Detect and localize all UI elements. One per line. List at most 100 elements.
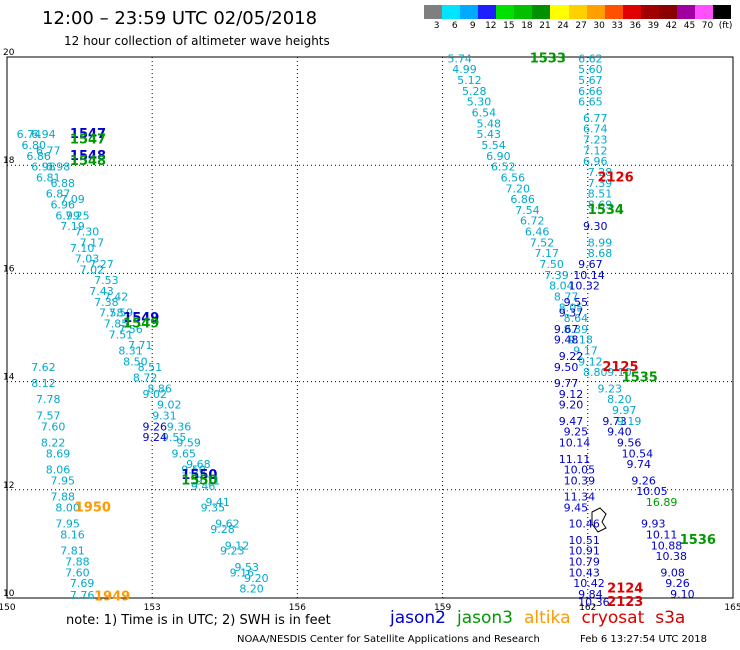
footnote: note: 1) Time is in UTC; 2) SWH is in fe…	[66, 613, 331, 628]
credit-text: NOAA/NESDIS Center for Satellite Applica…	[237, 634, 540, 645]
data-point-label: 7.20	[506, 182, 531, 195]
data-point-label: 4.99	[452, 63, 477, 76]
data-point-label: 7.58	[99, 307, 124, 320]
island-outline	[591, 507, 607, 533]
data-point-label: 9.46	[191, 480, 216, 493]
data-point-label: 6.96	[583, 155, 608, 168]
data-point-label: 6.88	[51, 177, 75, 190]
data-point-label: 5.74	[447, 52, 472, 65]
data-point-label: 7.51	[109, 328, 134, 341]
data-point-label: 10.79	[568, 556, 600, 569]
data-point-label: 7.42	[104, 290, 129, 303]
pass-time-label: 1548	[70, 154, 106, 169]
scale-tick-label: 45	[683, 21, 696, 31]
data-point-label: 8.31	[118, 345, 143, 358]
data-point-label: 7.38	[94, 296, 119, 309]
data-point-label: 7.95	[51, 474, 75, 487]
scale-swatch-10	[604, 5, 623, 19]
data-point-label: 10.05	[636, 485, 668, 498]
scale-swatch-6	[532, 5, 551, 19]
data-point-label: 9.08	[660, 566, 685, 579]
grid-lines	[6, 56, 734, 599]
data-point-label: 7.17	[80, 236, 105, 249]
data-point-label: 8.16	[60, 528, 85, 541]
legend-jason3: jason3	[457, 608, 513, 628]
data-point-label: 10.38	[656, 550, 688, 563]
data-point-label: 9.10	[670, 588, 695, 601]
data-point-label: 9.12	[578, 355, 603, 368]
data-point-label: 7.10	[70, 242, 95, 255]
data-point-label: 9.73	[602, 415, 627, 428]
data-point-label: 8.20	[239, 583, 264, 596]
data-point-label: 9.12	[225, 539, 250, 552]
data-point-label: 6.86	[510, 193, 535, 206]
data-point-label: 10.51	[568, 534, 600, 547]
data-point-label: 7.95	[55, 518, 80, 531]
data-point-label: 6.94	[31, 128, 56, 141]
data-point-label: 10.05	[564, 464, 596, 477]
data-point-label: 5.30	[467, 96, 492, 109]
data-point-label: 9.25	[564, 426, 589, 439]
chart-title: 12:00 – 23:59 UTC 02/05/2018	[42, 8, 318, 29]
scale-swatch-15	[694, 5, 713, 19]
scale-swatch-7	[550, 5, 569, 19]
scale-tick-label: 36	[629, 21, 642, 31]
scale-tick-label: 42	[665, 21, 678, 31]
data-point-label: 7.19	[60, 220, 85, 233]
plot-frame	[6, 56, 734, 599]
data-point-label: 6.77	[36, 144, 61, 157]
data-point-label: 7.85	[104, 318, 129, 331]
data-point-label: 8.06	[46, 464, 71, 477]
data-point-label: 9.74	[627, 458, 652, 471]
data-point-label: 7.60	[41, 420, 66, 433]
data-point-label: 11.34	[564, 491, 596, 504]
scale-tick-label: 6	[451, 21, 458, 31]
data-point-label: 9.45	[564, 501, 589, 514]
scale-swatch-9	[586, 5, 605, 19]
scale-tick-label: 70	[701, 21, 714, 31]
data-point-label: 6.77	[583, 112, 608, 125]
data-point-label: 8.64	[564, 312, 589, 325]
data-point-label: 7.52	[530, 236, 555, 249]
x-tick-label: 165	[724, 603, 740, 613]
data-point-label: 6.87	[46, 188, 71, 201]
data-point-label: 8.51	[138, 361, 163, 374]
data-point-label: 9.77	[554, 377, 579, 390]
data-point-label: 8.68	[588, 247, 613, 260]
data-point-label: 6.46	[525, 226, 550, 239]
data-point-label: 8.12	[31, 377, 56, 390]
scale-tick-label: 3	[433, 21, 440, 31]
data-point-label: 8.77	[554, 290, 579, 303]
data-point-label: 10.88	[651, 539, 683, 552]
data-point-label: 6.66	[578, 85, 603, 98]
data-point-label: 7.23	[583, 134, 608, 147]
data-point-label: 9.48	[554, 334, 579, 347]
scale-swatch-1	[442, 5, 461, 19]
pass-time-label: 2123	[607, 595, 643, 610]
data-point-label: 10.91	[568, 545, 600, 558]
data-point-label: 6.86	[26, 150, 51, 163]
data-point-label: 11.11	[559, 453, 591, 466]
data-point-label: 5.12	[457, 74, 482, 87]
data-point-label: 9.67	[578, 258, 603, 271]
data-point-label: 9.50	[554, 361, 579, 374]
data-point-label: 8.00	[55, 501, 80, 514]
data-point-label: 6.80	[22, 139, 47, 152]
data-point-label: 6.62	[578, 52, 603, 65]
data-point-label: 9.19	[617, 415, 642, 428]
data-point-label: 7.27	[89, 258, 114, 271]
data-point-label: 7.25	[65, 209, 90, 222]
data-point-label: 9.40	[607, 426, 632, 439]
data-point-label: 9.50	[181, 464, 206, 477]
data-point-label: 7.43	[89, 285, 114, 298]
data-point-label: 7.88	[51, 491, 75, 504]
data-point-label: 9.55	[162, 431, 187, 444]
x-tick-label: 156	[289, 603, 306, 613]
scale-swatch-0	[424, 5, 443, 19]
data-point-label: 8.20	[607, 393, 632, 406]
data-point-label: 7.12	[583, 144, 608, 157]
data-point-label: 9.10	[607, 366, 632, 379]
data-point-label: 7.71	[128, 339, 153, 352]
data-point-label: 6.72	[520, 215, 545, 228]
scale-swatch-2	[460, 5, 479, 19]
